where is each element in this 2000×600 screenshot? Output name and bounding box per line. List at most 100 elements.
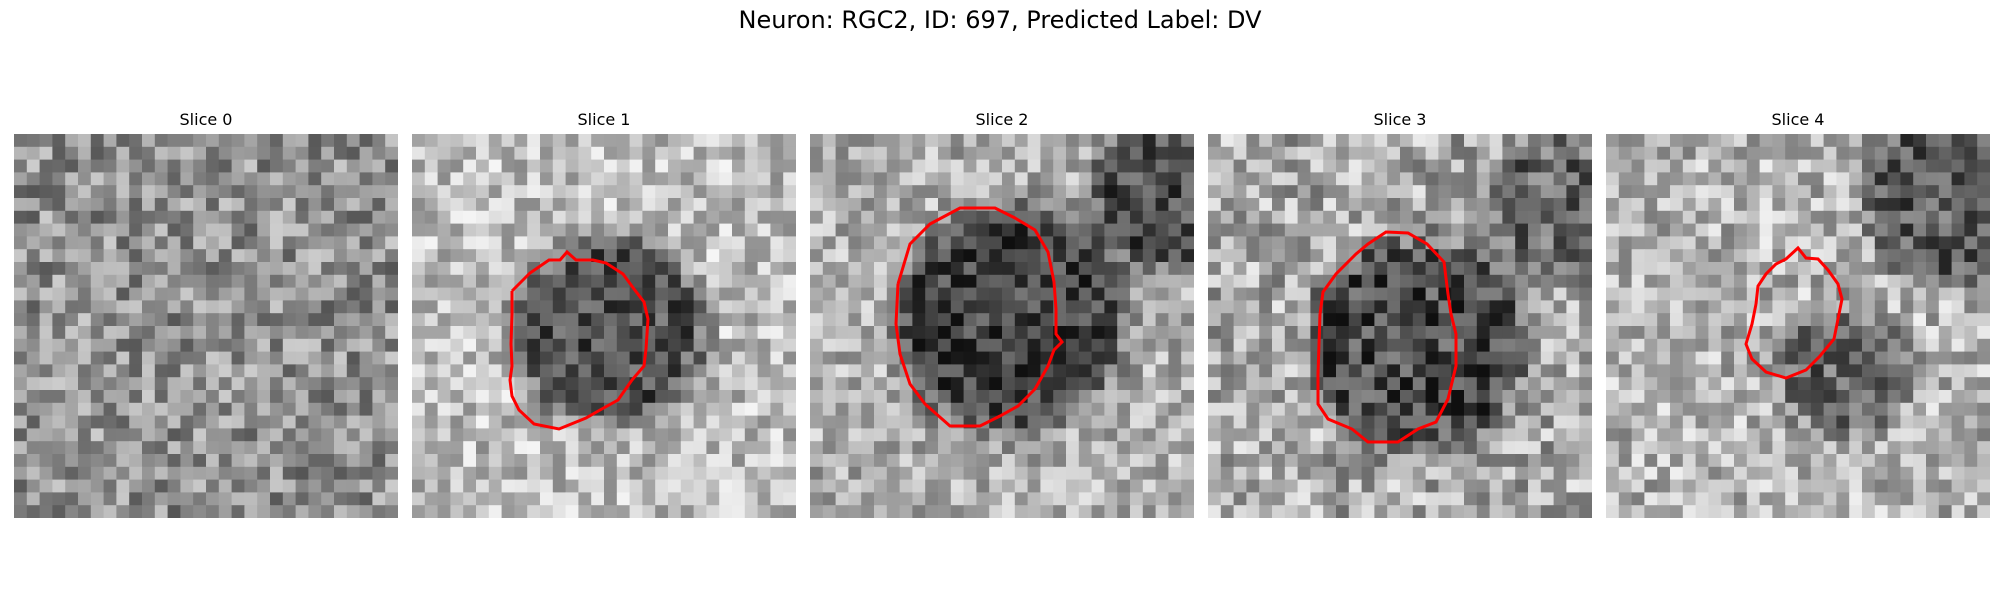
pixel bbox=[1849, 402, 1863, 417]
pixel bbox=[1272, 146, 1286, 161]
pixel bbox=[1977, 134, 1990, 148]
pixel bbox=[1053, 390, 1067, 404]
pixel bbox=[706, 146, 720, 161]
pixel bbox=[874, 441, 888, 455]
pixel bbox=[706, 262, 720, 276]
pixel bbox=[231, 338, 245, 353]
pixel bbox=[1566, 249, 1580, 263]
pixel bbox=[65, 402, 79, 417]
pixel bbox=[1002, 338, 1016, 353]
pixel bbox=[1374, 441, 1388, 455]
pixel bbox=[501, 210, 515, 225]
pixel bbox=[154, 185, 169, 199]
pixel bbox=[78, 262, 92, 276]
pixel bbox=[308, 428, 322, 442]
pixel bbox=[1515, 402, 1529, 417]
pixel bbox=[1670, 351, 1684, 365]
pixel bbox=[552, 185, 567, 199]
pixel bbox=[142, 364, 156, 378]
pixel bbox=[334, 249, 348, 263]
pixel bbox=[1657, 300, 1671, 314]
pixel bbox=[1155, 505, 1169, 518]
pixel bbox=[540, 428, 554, 442]
pixel bbox=[1117, 172, 1131, 186]
pixel bbox=[412, 338, 426, 353]
pixel bbox=[1734, 313, 1748, 327]
pixel bbox=[1657, 492, 1671, 506]
pixel bbox=[180, 262, 194, 276]
pixel bbox=[1579, 441, 1592, 455]
pixel bbox=[1438, 236, 1452, 250]
pixel bbox=[1618, 377, 1633, 391]
pixel bbox=[450, 300, 464, 314]
pixel bbox=[527, 223, 541, 237]
pixel bbox=[1708, 428, 1722, 442]
pixel bbox=[552, 223, 567, 237]
pixel bbox=[950, 223, 965, 237]
pixel bbox=[1721, 428, 1735, 442]
pixel bbox=[52, 326, 66, 340]
pixel bbox=[359, 287, 373, 301]
pixel bbox=[1913, 249, 1927, 263]
pixel bbox=[424, 185, 439, 199]
pixel bbox=[1412, 390, 1427, 404]
pixel bbox=[1438, 223, 1452, 237]
pixel bbox=[732, 223, 746, 237]
pixel bbox=[1014, 185, 1029, 199]
pixel bbox=[1155, 274, 1169, 289]
pixel bbox=[1823, 236, 1837, 250]
pixel bbox=[757, 402, 771, 417]
pixel bbox=[1951, 454, 1965, 468]
pixel bbox=[1964, 479, 1978, 493]
pixel bbox=[1913, 223, 1927, 237]
pixel bbox=[1208, 390, 1222, 404]
pixel bbox=[90, 300, 105, 314]
pixel bbox=[1670, 146, 1684, 161]
pixel bbox=[963, 505, 977, 518]
pixel bbox=[565, 364, 579, 378]
pixel bbox=[578, 198, 592, 212]
pixel bbox=[476, 505, 490, 518]
pixel bbox=[1540, 415, 1555, 429]
pixel bbox=[295, 351, 309, 365]
pixel bbox=[372, 505, 386, 518]
pixel bbox=[1644, 159, 1658, 173]
pixel bbox=[463, 146, 477, 161]
pixel bbox=[488, 274, 503, 289]
pixel bbox=[1168, 441, 1182, 455]
pixel bbox=[78, 351, 92, 365]
pixel bbox=[1938, 313, 1953, 327]
pixel bbox=[1900, 134, 1914, 148]
pixel bbox=[1387, 223, 1401, 237]
pixel bbox=[1425, 223, 1439, 237]
pixel bbox=[591, 159, 605, 173]
pixel bbox=[1220, 313, 1235, 327]
pixel bbox=[1323, 466, 1337, 481]
pixel bbox=[385, 466, 398, 481]
pixel bbox=[116, 351, 130, 365]
pixel bbox=[1297, 134, 1311, 148]
pixel bbox=[1938, 466, 1953, 481]
pixel bbox=[604, 287, 618, 301]
pixel bbox=[1284, 146, 1299, 161]
pixel bbox=[1798, 351, 1812, 365]
slice-1-contour bbox=[508, 249, 650, 431]
pixel bbox=[1759, 287, 1773, 301]
pixel bbox=[1566, 390, 1580, 404]
pixel bbox=[719, 287, 733, 301]
pixel bbox=[437, 185, 451, 199]
pixel bbox=[1323, 223, 1337, 237]
pixel bbox=[1104, 287, 1118, 301]
pixel bbox=[976, 262, 990, 276]
pixel bbox=[770, 505, 784, 518]
slice-1-image bbox=[412, 134, 796, 518]
pixel bbox=[1336, 249, 1350, 263]
pixel bbox=[1810, 172, 1825, 186]
pixel bbox=[1502, 274, 1516, 289]
pixel bbox=[1695, 262, 1709, 276]
pixel bbox=[1579, 287, 1592, 301]
pixel bbox=[1464, 441, 1478, 455]
pixel bbox=[1657, 274, 1671, 289]
pixel bbox=[1412, 479, 1427, 493]
pixel bbox=[1284, 415, 1299, 429]
